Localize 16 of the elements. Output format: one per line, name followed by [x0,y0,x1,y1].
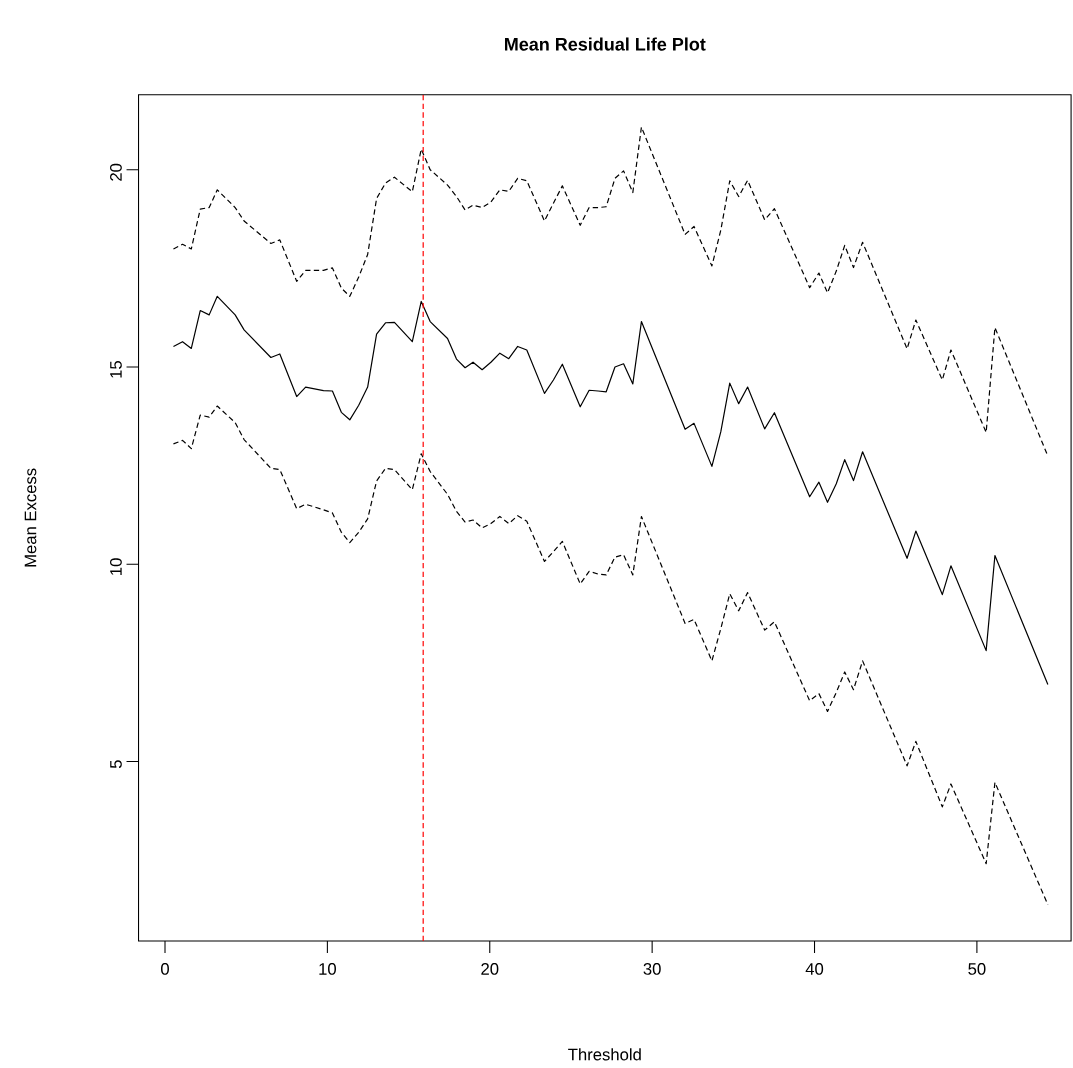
x-tick-label: 20 [481,963,499,975]
x-tick-label: 30 [643,963,661,975]
y-tick-label: 10 [110,558,122,575]
chart-title: Mean Residual Life Plot [505,37,706,51]
line-series [172,126,1049,457]
x-tick-label: 10 [319,963,336,975]
y-tick-label: 20 [110,163,122,181]
line-series [172,295,1049,686]
y-tick-label: 5 [110,760,122,769]
x-tick-label: 50 [968,963,986,975]
x-axis-title: Threshold [568,1048,641,1061]
line-series [172,405,1049,906]
y-tick-label: 15 [110,361,122,378]
y-axis-title: Mean Excess [24,468,37,567]
x-tick-label: 40 [805,963,824,975]
x-tick-label: 0 [161,963,169,975]
